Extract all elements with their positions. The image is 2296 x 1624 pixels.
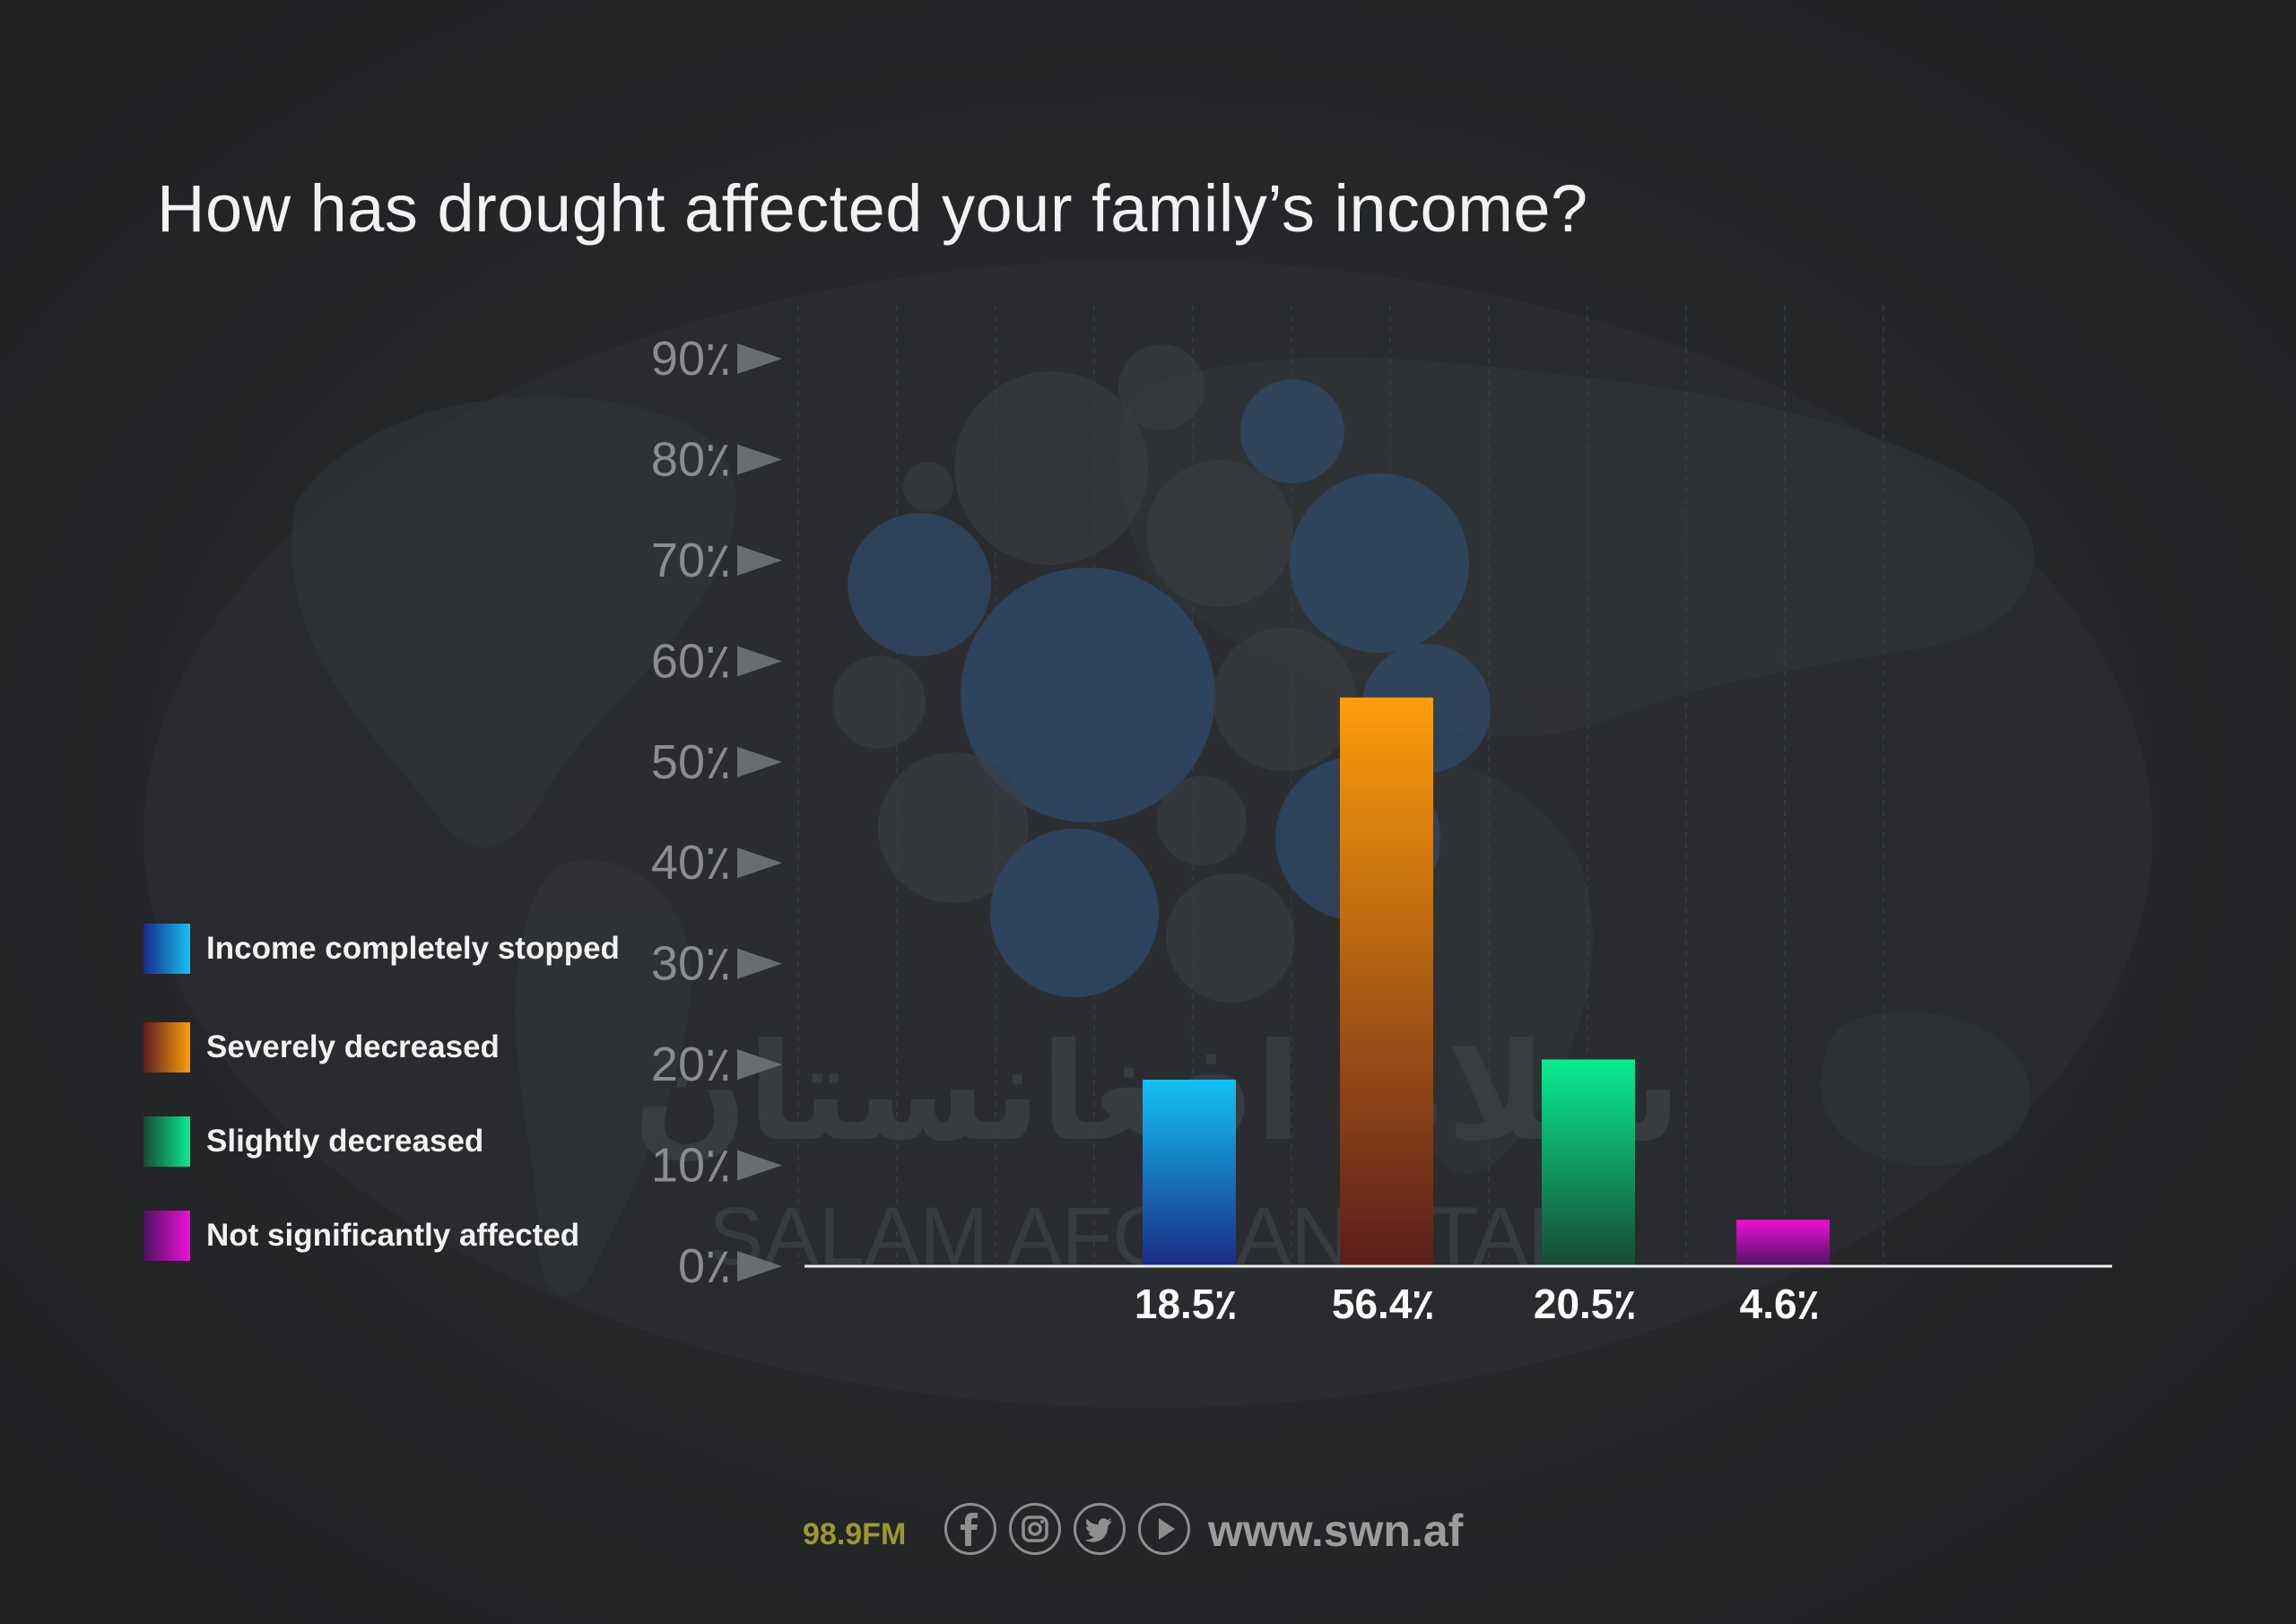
y-tick-label: 50٪ xyxy=(651,735,731,789)
bar-value-label: 18.5٪ xyxy=(1135,1281,1237,1327)
y-tick-marker xyxy=(737,1150,782,1181)
bar xyxy=(1736,1220,1830,1266)
y-tick-marker xyxy=(737,1049,782,1081)
legend-swatch xyxy=(144,1022,190,1073)
chart-title: How has drought affected your family’s i… xyxy=(157,171,1588,246)
y-tick-marker xyxy=(737,343,782,374)
y-tick-label: 20٪ xyxy=(651,1038,731,1091)
y-tick-marker xyxy=(737,948,782,979)
bar-value-label: 4.6٪ xyxy=(1740,1281,1820,1327)
y-tick-label: 60٪ xyxy=(651,634,731,688)
y-tick-label: 0٪ xyxy=(678,1239,731,1293)
legend-label: Not significantly affected xyxy=(206,1218,580,1253)
y-tick-label: 80٪ xyxy=(651,432,731,486)
legend-label: Severely decreased xyxy=(206,1029,500,1064)
legend-swatch xyxy=(144,1116,190,1167)
y-tick-label: 10٪ xyxy=(651,1139,731,1193)
y-axis: 0٪ 10٪ 20٪ 30٪ 40٪ 50٪ 60٪ 70٪ 80٪ 90٪ xyxy=(651,332,782,1293)
y-tick-label: 70٪ xyxy=(651,534,731,587)
youtube-play-icon[interactable] xyxy=(1138,1503,1190,1555)
bar-value-label: 20.5٪ xyxy=(1534,1281,1636,1327)
bar xyxy=(1340,697,1433,1266)
y-tick-marker xyxy=(737,444,782,475)
instagram-icon[interactable] xyxy=(1009,1503,1061,1555)
y-tick-marker xyxy=(737,544,782,576)
footer: 98.9FM www.swn.af xyxy=(803,1498,1610,1569)
value-labels: 18.5٪ 56.4٪ 20.5٪ 4.6٪ xyxy=(1135,1281,1819,1327)
bar-value-label: 56.4٪ xyxy=(1332,1281,1434,1327)
legend-swatch xyxy=(144,1211,190,1261)
website-link[interactable]: www.swn.af xyxy=(1208,1506,1464,1556)
y-tick-marker xyxy=(737,1251,782,1281)
y-tick-label: 40٪ xyxy=(651,836,731,890)
y-tick-marker xyxy=(737,746,782,777)
facebook-icon[interactable] xyxy=(944,1503,996,1555)
y-tick-label: 30٪ xyxy=(651,937,731,991)
bar xyxy=(1542,1059,1635,1266)
twitter-icon[interactable] xyxy=(1074,1503,1126,1555)
y-tick-marker xyxy=(737,847,782,879)
legend-swatch xyxy=(144,924,190,974)
bars xyxy=(1143,697,1830,1266)
legend-label: Slightly decreased xyxy=(206,1124,484,1159)
bar xyxy=(1143,1079,1236,1266)
radio-frequency: 98.9FM xyxy=(803,1517,907,1551)
legend-label: Income completely stopped xyxy=(206,931,620,966)
y-tick-label: 90٪ xyxy=(651,332,731,386)
y-tick-marker xyxy=(737,646,782,677)
